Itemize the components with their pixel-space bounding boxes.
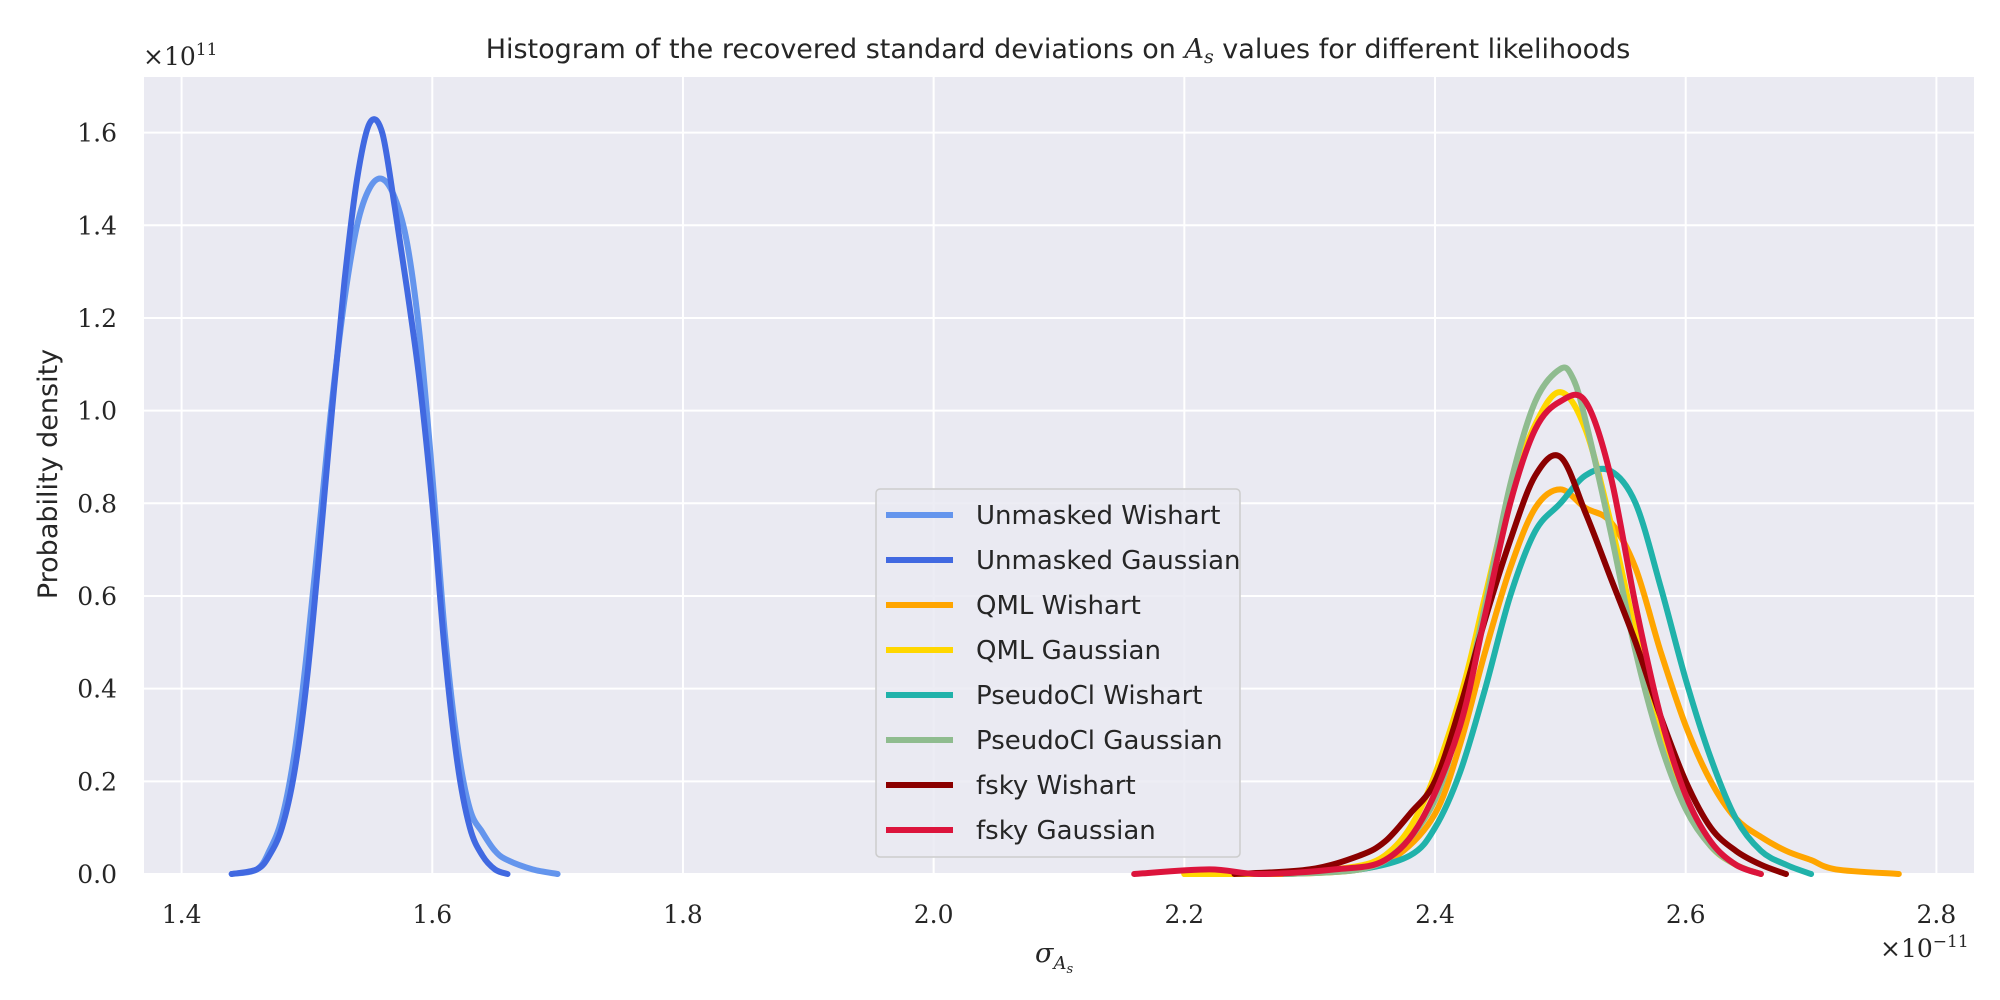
legend-label-qml-gaussian: QML Gaussian [976,636,1161,666]
y-tick-label: 0.4 [77,675,117,704]
series-line-pseudocl-wishart [1281,465,1815,877]
x-tick-labels: 1.4 1.6 1.8 2.0 2.2 2.4 2.6 2.8 [162,900,1957,929]
y-tick-label: 0.2 [77,767,117,796]
y-tick-label: 1.0 [77,397,117,426]
series-line-unmasked-gaussian [228,116,511,877]
x-axis-label: σAs [1035,938,1073,977]
legend-label-fsky-gaussian: fsky Gaussian [976,816,1156,846]
y-offset-label: ×1011 [143,40,217,71]
x-offset-label: ×10−11 [1880,932,1969,963]
legend-label-pseudocl-wishart: PseudoCl Wishart [976,681,1203,711]
x-tick-label: 2.0 [914,900,954,929]
x-tick-label: 1.8 [663,900,703,929]
x-tick-label: 2.8 [1917,900,1957,929]
legend-label-unmasked-gaussian: Unmasked Gaussian [976,546,1241,576]
y-tick-label: 0.8 [77,489,117,518]
legend-label-qml-wishart: QML Wishart [976,591,1141,621]
legend-label-pseudocl-gaussian: PseudoCl Gaussian [976,726,1223,756]
x-tick-label: 1.6 [412,900,452,929]
title-symbol: A [1181,34,1204,65]
chart-title: Histogram of the recovered standard devi… [486,34,1631,68]
title-prefix: Histogram of the recovered standard devi… [486,34,1185,65]
x-tick-label: 2.4 [1415,900,1455,929]
series-line-fsky-gaussian [1131,391,1764,877]
x-tick-label: 2.2 [1164,900,1204,929]
legend-box [875,488,1241,858]
y-tick-label: 0.0 [77,860,117,889]
y-tick-labels: 0.0 0.2 0.4 0.6 0.8 1.0 1.2 1.4 1.6 [77,119,117,889]
legend-label-fsky-wishart: fsky Wishart [976,771,1136,801]
legend-label-unmasked-wishart: Unmasked Wishart [976,501,1220,531]
y-tick-label: 1.2 [77,304,117,333]
x-tick-label: 2.6 [1666,900,1706,929]
series-group [228,116,1902,877]
y-tick-label: 0.6 [77,582,117,611]
y-axis-label: Probability density [33,349,64,599]
title-suffix: values for different likelihoods [1214,34,1631,65]
y-tick-label: 1.4 [77,211,117,240]
y-tick-label: 1.6 [77,119,117,148]
legend: Unmasked Wishart Unmasked Gaussian QML Wis… [875,488,1241,858]
title-symbol-subscript: s [1204,46,1214,68]
x-tick-label: 1.4 [162,900,202,929]
series-line-fsky-wishart [1231,452,1789,877]
